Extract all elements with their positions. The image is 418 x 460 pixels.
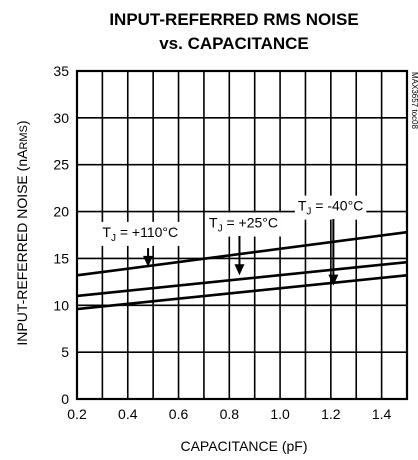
series-line-0 — [76, 230, 408, 277]
annotation-arrowhead-0 — [143, 255, 154, 267]
series-line-2 — [76, 274, 408, 311]
annotation-label-2-pre: T — [298, 198, 307, 214]
y-tick-label-0: 0 — [61, 391, 69, 407]
y-tick-label-1: 5 — [61, 344, 69, 360]
y-tick-label-5: 25 — [53, 157, 69, 173]
y-axis-label-main: INPUT-REFERRED NOISE (nA — [14, 149, 30, 346]
annotation-label-2: TJ = -40°C — [298, 198, 363, 218]
y-tick-label-2: 10 — [53, 297, 69, 313]
annotation-label-1-pre: T — [209, 215, 218, 231]
x-tick-label-0: 0.2 — [67, 406, 87, 422]
series-line-1 — [76, 260, 408, 298]
x-tick-label-3: 0.8 — [220, 406, 240, 422]
x-tick-label-5: 1.2 — [321, 406, 341, 422]
annotation-label-1-post: = +25°C — [223, 215, 278, 231]
annotation-arrowhead-1 — [234, 264, 245, 276]
annotation-label-0-pre: T — [102, 224, 111, 240]
y-axis-label-close: ) — [14, 120, 30, 125]
y-tick-label-6: 30 — [53, 110, 69, 126]
annotation-label-0-post: = +110°C — [116, 224, 178, 240]
y-tick-label-7: 35 — [53, 63, 69, 79]
annotation-bg-2 — [294, 195, 367, 220]
chart-title-line-2: vs. CAPACITANCE — [159, 34, 309, 53]
annotation-arrowhead-2 — [328, 274, 339, 286]
y-tick-label-3: 15 — [53, 250, 69, 266]
x-axis-label: CAPACITANCE (pF) — [180, 438, 307, 454]
annotations-group: TJ = +110°CTJ = +25°CTJ = -40°C — [99, 195, 367, 286]
annotation-bg-0 — [99, 221, 182, 246]
chart-title-line-1: INPUT-REFERRED RMS NOISE — [109, 10, 358, 29]
annotation-label-1: TJ = +25°C — [209, 215, 278, 235]
y-tick-label-4: 20 — [53, 204, 69, 220]
y-axis-label-sub: RMS — [18, 125, 30, 149]
plot-frame — [75, 69, 409, 401]
annotation-label-0: TJ = +110°C — [102, 224, 178, 244]
tick-labels: 0.2 0.4 0.6 0.8 1.0 1.2 1.4 0 5 10 15 20 25 30 35 — [53, 63, 391, 422]
annotation-label-1-sub: J — [218, 224, 223, 235]
x-tick-label-1: 0.4 — [118, 406, 138, 422]
figure-id: MAX3657 toc08 — [410, 72, 418, 129]
series-group — [76, 230, 408, 311]
annotation-label-0-sub: J — [111, 233, 116, 244]
y-axis-label: INPUT-REFERRED NOISE (nARMS) — [14, 120, 30, 345]
x-tick-label-4: 1.0 — [270, 406, 290, 422]
annotation-label-2-post: = -40°C — [311, 198, 363, 214]
x-tick-label-6: 1.4 — [372, 406, 392, 422]
annotation-label-2-sub: J — [306, 207, 311, 218]
annotation-bg-1 — [206, 212, 281, 237]
x-tick-label-2: 0.6 — [169, 406, 189, 422]
